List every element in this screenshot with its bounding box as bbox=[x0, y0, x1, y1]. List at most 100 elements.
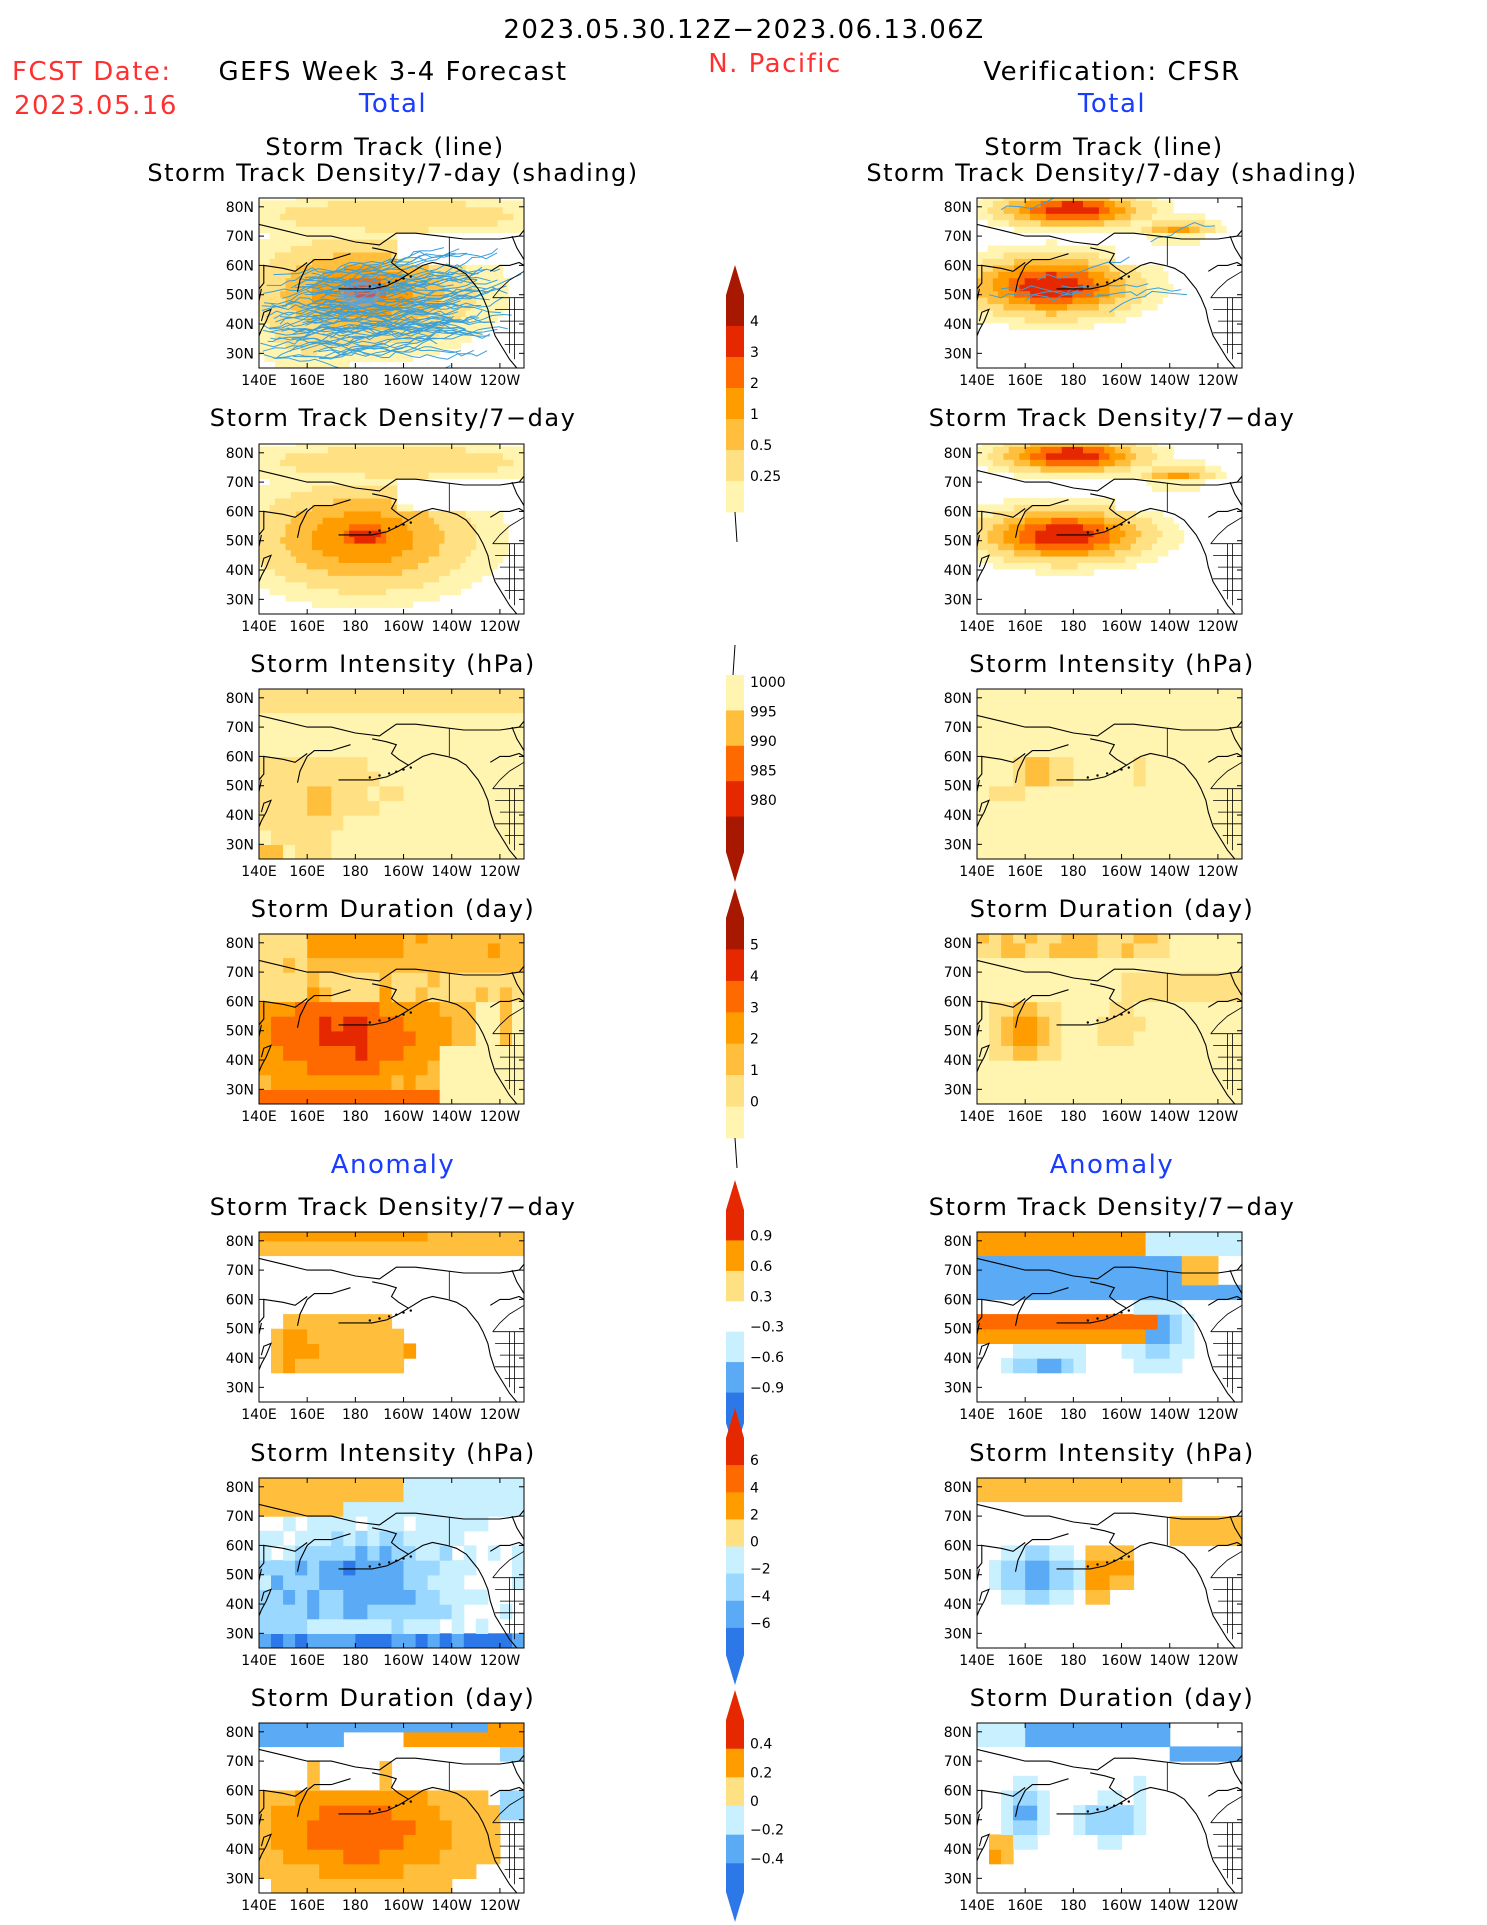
density-cell bbox=[338, 361, 345, 368]
density-cell bbox=[1077, 446, 1084, 454]
grid-cell bbox=[367, 712, 380, 728]
density-cell bbox=[1178, 472, 1185, 480]
grid-cell bbox=[512, 697, 524, 714]
density-cell bbox=[407, 575, 414, 583]
density-cell bbox=[508, 219, 514, 227]
density-cell bbox=[312, 322, 318, 330]
grid-cell bbox=[403, 829, 417, 845]
density-cell bbox=[486, 536, 493, 544]
coastline bbox=[977, 554, 991, 583]
density-cell bbox=[1151, 219, 1158, 227]
grid-cell bbox=[499, 1089, 513, 1104]
density-cell bbox=[1019, 206, 1026, 214]
density-cell bbox=[1120, 556, 1126, 563]
density-cell bbox=[269, 523, 276, 531]
density-cell bbox=[412, 322, 419, 330]
grid-cell bbox=[1037, 741, 1050, 758]
grid-cell bbox=[283, 712, 296, 728]
density-cell bbox=[274, 491, 281, 499]
grid-cell bbox=[1013, 712, 1026, 728]
density-cell bbox=[439, 297, 446, 305]
density-cell bbox=[354, 556, 361, 563]
density-cell bbox=[301, 530, 308, 538]
grid-cell bbox=[259, 689, 272, 699]
grid-cell bbox=[1133, 785, 1147, 801]
grid-cell bbox=[1049, 815, 1062, 831]
grid-cell bbox=[319, 800, 332, 816]
density-cell bbox=[280, 355, 287, 363]
grid-cell bbox=[1013, 1089, 1026, 1104]
density-cell bbox=[433, 446, 440, 454]
density-cell bbox=[1061, 444, 1068, 447]
density-cell bbox=[274, 465, 281, 473]
density-cell bbox=[386, 530, 393, 538]
density-cell bbox=[1173, 523, 1179, 531]
density-cell bbox=[322, 588, 329, 596]
density-cell bbox=[322, 264, 329, 272]
grid-cell bbox=[487, 986, 501, 1003]
density-cell bbox=[1051, 310, 1058, 317]
density-cell bbox=[1051, 277, 1058, 285]
density-cell bbox=[391, 497, 398, 505]
density-cell bbox=[333, 322, 340, 330]
density-cell bbox=[1077, 303, 1084, 311]
density-cell bbox=[486, 465, 493, 473]
density-cell bbox=[1003, 510, 1010, 518]
density-cell bbox=[312, 517, 318, 525]
grid-cell bbox=[499, 689, 513, 699]
density-cell bbox=[486, 271, 493, 279]
density-cell bbox=[460, 198, 467, 201]
density-cell bbox=[274, 446, 281, 454]
density-cell bbox=[312, 581, 318, 589]
density-cell bbox=[1083, 245, 1089, 253]
density-cell bbox=[418, 510, 424, 518]
grid-cell bbox=[499, 727, 513, 743]
density-cell bbox=[444, 575, 451, 583]
density-cell bbox=[1151, 444, 1158, 447]
grid-cell bbox=[427, 1001, 441, 1017]
grid-cell bbox=[1073, 972, 1086, 988]
density-cell bbox=[327, 588, 334, 596]
density-cell bbox=[402, 284, 408, 292]
density-cell bbox=[1067, 459, 1073, 467]
lon-tick-label: 140W bbox=[1149, 864, 1190, 880]
density-cell bbox=[1045, 226, 1052, 234]
grid-cell bbox=[319, 712, 332, 728]
lon-tick-label: 160E bbox=[289, 373, 325, 389]
density-cell bbox=[1162, 536, 1169, 544]
grid-cell bbox=[367, 829, 380, 845]
density-cell bbox=[1030, 549, 1036, 557]
density-cell bbox=[296, 562, 302, 570]
density-cell bbox=[306, 536, 313, 544]
aleutian-island bbox=[1086, 776, 1090, 779]
density-cell bbox=[1141, 206, 1148, 214]
grid-cell bbox=[295, 1045, 308, 1061]
density-cell bbox=[1120, 543, 1126, 551]
density-cell bbox=[1077, 562, 1084, 570]
aleutian-island bbox=[387, 527, 391, 530]
density-cell bbox=[1045, 523, 1052, 531]
grid-cell bbox=[1049, 1016, 1062, 1032]
density-cell bbox=[1040, 472, 1047, 480]
density-cell bbox=[1030, 472, 1036, 480]
lat-tick-label: 70N bbox=[226, 229, 254, 245]
density-cell bbox=[982, 277, 989, 285]
density-cell bbox=[349, 355, 355, 363]
grid-cell bbox=[319, 934, 332, 944]
density-cell bbox=[391, 213, 398, 221]
grid-cell bbox=[319, 829, 332, 845]
grid-cell bbox=[475, 1016, 489, 1032]
density-cell bbox=[460, 322, 467, 330]
grid-cell bbox=[475, 800, 489, 816]
density-cell bbox=[280, 258, 287, 266]
fcst-date-label: FCST Date: bbox=[12, 57, 172, 87]
density-cell bbox=[460, 536, 467, 544]
grid-cell bbox=[1217, 689, 1231, 699]
density-cell bbox=[428, 472, 435, 480]
grid-cell bbox=[499, 712, 513, 728]
grid-cell bbox=[271, 844, 284, 859]
storm-track-line bbox=[290, 248, 460, 289]
density-cell bbox=[380, 491, 387, 499]
grid-cell bbox=[475, 844, 489, 859]
grid-cell bbox=[1049, 697, 1062, 714]
